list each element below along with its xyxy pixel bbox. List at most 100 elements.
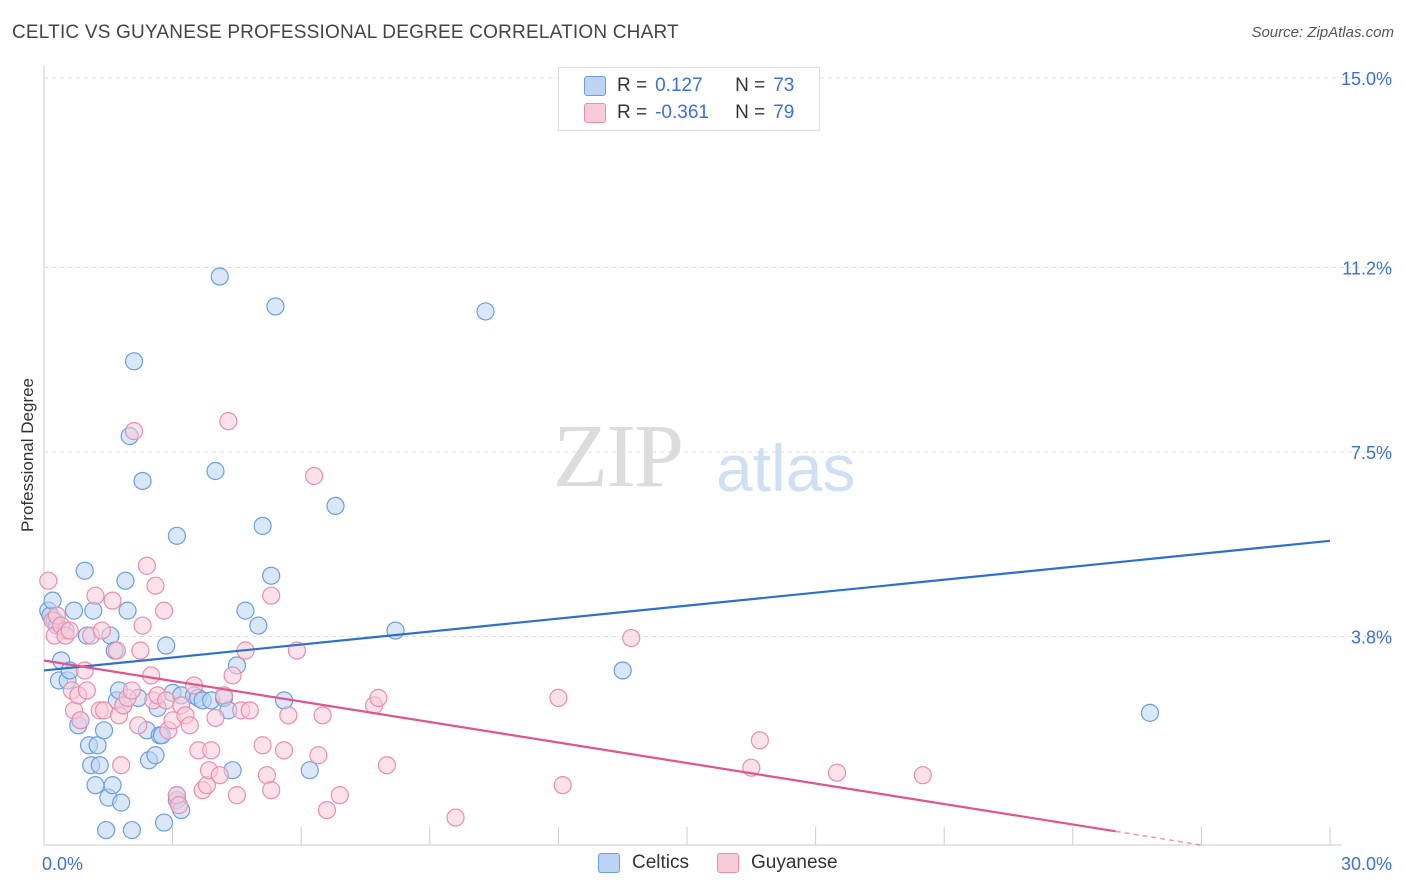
guyanese-point-80	[913, 766, 932, 785]
guyanese-point-75	[553, 776, 572, 795]
guyanese-point-28	[133, 616, 152, 635]
legend-r-label: R =	[617, 75, 648, 96]
guyanese-point-51	[214, 686, 234, 705]
guyanese-point-11	[75, 661, 94, 680]
guyanese-point-30	[142, 666, 161, 685]
bottom-legend-swatch-celtics	[598, 853, 620, 873]
legend-swatch-guyanese	[584, 103, 606, 123]
chart-title: CELTIC VS GUYANESE PROFESSIONAL DEGREE C…	[12, 22, 679, 43]
guyanese-point-65	[304, 466, 324, 486]
guyanese-point-52	[219, 412, 238, 431]
guyanese-point-10	[71, 711, 90, 730]
guyanese-point-57	[240, 701, 259, 720]
bottom-legend-swatch-guyanese	[717, 853, 740, 873]
bottom-legend-guyanese: Guyanese	[717, 852, 838, 874]
guyanese-point-0	[39, 571, 58, 590]
guyanese-point-35	[157, 691, 176, 710]
celtics-point-18	[86, 776, 105, 795]
celtics-point-73	[1140, 703, 1160, 722]
guyanese-point-26	[129, 716, 148, 735]
guyanese-point-68	[317, 800, 337, 820]
celtics-point-35	[124, 352, 144, 371]
legend-row-guyanese: R = -0.361 N = 79	[584, 100, 795, 126]
celtics-point-34	[122, 820, 141, 840]
guyanese-point-62	[274, 741, 294, 760]
celtics-point-32	[118, 601, 137, 620]
celtics-point-64	[253, 516, 272, 535]
guyanese-point-59	[257, 766, 277, 785]
guyanese-trend-line	[43, 659, 1116, 833]
celtics-point-20	[90, 756, 109, 775]
guyanese-point-48	[202, 741, 221, 760]
celtics-point-57	[210, 267, 229, 286]
legend-n-label: N =	[735, 102, 766, 123]
guyanese-point-53	[223, 666, 242, 685]
watermark-zip: ZIP	[553, 407, 684, 506]
guyanese-point-78	[750, 731, 769, 750]
celtics-point-45	[157, 636, 176, 655]
celtics-point-69	[326, 496, 345, 516]
guyanese-point-67	[313, 706, 332, 725]
y-tick-label-0: 3.8%	[1351, 628, 1392, 648]
guyanese-point-58	[253, 736, 272, 755]
bottom-legend-celtics: Celtics	[598, 852, 689, 874]
guyanese-point-74	[549, 688, 568, 707]
celtics-point-22	[97, 820, 116, 840]
y-tick-label-3: 15.0%	[1341, 69, 1392, 89]
guyanese-point-72	[377, 756, 397, 775]
celtics-point-68	[300, 761, 319, 780]
celtics-point-10	[64, 601, 84, 620]
celtics-point-56	[206, 461, 225, 481]
guyanese-point-63	[279, 706, 298, 725]
guyanese-point-21	[112, 756, 131, 775]
guyanese-point-61	[262, 781, 281, 800]
celtics-point-62	[236, 601, 255, 620]
celtics-point-25	[103, 776, 122, 795]
bottom-legend-label-guyanese: Guyanese	[751, 852, 838, 873]
legend-swatch-celtics	[584, 76, 606, 96]
celtics-point-50	[167, 526, 186, 545]
guyanese-point-27	[131, 641, 150, 660]
guyanese-point-14	[86, 586, 105, 605]
guyanese-point-73	[446, 808, 465, 827]
guyanese-point-66	[309, 746, 328, 765]
guyanese-point-39	[169, 796, 189, 815]
guyanese-point-29	[137, 556, 156, 575]
guyanese-point-18	[103, 591, 122, 610]
guyanese-point-76	[622, 628, 641, 648]
guyanese-point-19	[107, 641, 126, 660]
guyanese-point-24	[122, 681, 141, 700]
x-tick-label-0: 0.0%	[42, 854, 83, 874]
celtics-point-21	[94, 721, 114, 740]
legend-row-celtics: R = 0.127 N = 73	[584, 73, 795, 99]
celtics-point-72	[613, 661, 632, 680]
legend-n-value: 73	[773, 75, 795, 96]
celtics-point-65	[262, 566, 281, 585]
guyanese-point-54	[227, 786, 246, 805]
guyanese-point-71	[369, 688, 388, 707]
guyanese-point-60	[262, 586, 281, 605]
x-tick-label-1: 30.0%	[1341, 854, 1392, 874]
celtics-point-31	[116, 571, 135, 590]
legend-n-label: N =	[735, 75, 766, 96]
celtics-point-44	[154, 813, 174, 832]
legend-r-value: 0.127	[655, 75, 703, 96]
guyanese-point-32	[146, 576, 165, 595]
celtics-point-2	[43, 591, 62, 610]
guyanese-point-50	[210, 766, 229, 785]
celtics-point-17	[84, 601, 103, 620]
guyanese-point-69	[330, 786, 349, 805]
celtics-point-40	[146, 746, 165, 765]
guyanese-point-6	[60, 621, 79, 640]
legend-r-label: R =	[617, 102, 648, 123]
legend-n-value: 79	[773, 102, 795, 123]
celtics-point-71	[476, 302, 495, 321]
y-tick-label-1: 7.5%	[1351, 443, 1392, 463]
watermark-atlas: atlas	[716, 431, 856, 505]
bottom-legend-label-celtics: Celtics	[632, 852, 690, 873]
y-tick-label-2: 11.2%	[1342, 258, 1392, 278]
guyanese-point-16	[92, 621, 111, 640]
celtics-trend-line	[43, 539, 1331, 672]
guyanese-point-12	[77, 681, 96, 700]
